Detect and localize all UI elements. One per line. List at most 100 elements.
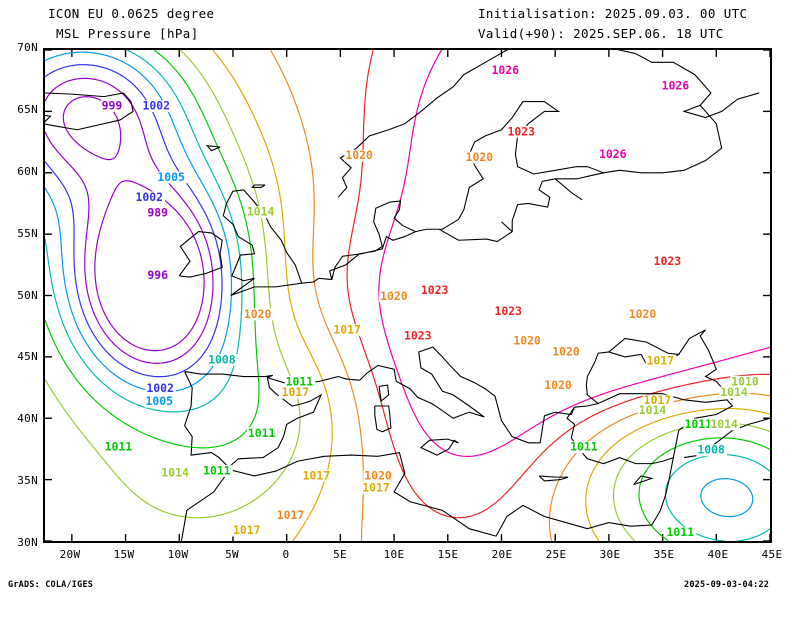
contour-label-backdrop (493, 305, 525, 318)
footer-timestamp: 2025-09-03-04:22 (684, 580, 770, 590)
contour-label: 996 (147, 268, 168, 282)
contour-label-backdrop (332, 324, 364, 337)
x-axis-tick: 15E (437, 548, 459, 561)
contour-label-backdrop (403, 330, 434, 343)
contour-label-backdrop (490, 64, 522, 77)
contour-label-backdrop (379, 290, 410, 303)
contour-label-backdrop (344, 149, 375, 162)
contour-label: 1014 (639, 403, 667, 417)
contour-label: 1020 (513, 334, 541, 348)
contour-label-backdrop (280, 386, 312, 399)
coastline (251, 184, 266, 189)
y-axis-tick: 70N (17, 41, 38, 54)
map-canvas: 999 1002100510029899961002100510081014101… (45, 50, 770, 541)
coastline (633, 475, 654, 486)
contour-label: 1014 (161, 466, 189, 480)
contour-line (700, 478, 754, 518)
contour-label: 1011 (667, 525, 695, 539)
contour-label-backdrop (719, 386, 750, 399)
x-axis-tick: 20W (59, 548, 81, 561)
contour-label: 1026 (662, 79, 690, 93)
coastline (374, 405, 392, 433)
contour-label: 1017 (333, 323, 361, 337)
contour-label: 1011 (203, 464, 231, 478)
contour-label-backdrop (141, 100, 173, 112)
contour-label: 1017 (362, 480, 390, 494)
coastline (180, 451, 674, 541)
contour-label: 1011 (248, 426, 276, 440)
contour-label: 1020 (552, 345, 580, 359)
coastline (585, 337, 681, 404)
contour-label: 1017 (277, 508, 305, 522)
coastline (678, 329, 733, 401)
contour-label: 1026 (492, 63, 520, 77)
contour-label: 1008 (697, 443, 725, 457)
x-axis-tick: 30E (599, 548, 621, 561)
contour-label: 1011 (105, 440, 133, 454)
contour-label-backdrop (645, 355, 677, 367)
contour-label: 1017 (303, 469, 331, 483)
coastline (205, 145, 221, 152)
coastline (419, 438, 459, 456)
contour-label-backdrop (709, 418, 740, 431)
contour-label-backdrop (202, 465, 233, 478)
contour-line (378, 50, 770, 457)
coastline (378, 384, 390, 403)
contour-line (212, 50, 333, 541)
contour-label-backdrop (665, 526, 697, 539)
y-axis-tick: 30N (17, 536, 38, 549)
contour-label-backdrop (419, 284, 451, 297)
contour-line (45, 50, 243, 413)
contour-label-backdrop (660, 80, 692, 93)
contour-label-backdrop (543, 379, 574, 392)
x-axis-tick: 15W (113, 548, 135, 561)
x-axis-tick: 45E (761, 548, 783, 561)
contour-label-backdrop (730, 375, 761, 388)
contour-value-labels: 999 1002100510029899961002100510081014101… (100, 63, 761, 539)
contour-label-backdrop (506, 125, 538, 138)
coastline (554, 178, 583, 201)
contour-label: 1010 (731, 374, 759, 388)
contour-label: 1023 (421, 283, 449, 297)
coastline (301, 200, 417, 284)
title-line-2: MSL Pressure [hPa] (56, 26, 199, 41)
contour-line (45, 50, 260, 449)
contour-label-backdrop (275, 509, 307, 522)
contour-label-backdrop (207, 354, 238, 366)
contour-label-backdrop (246, 427, 278, 440)
contour-label: 1020 (364, 469, 392, 483)
contour-label: 1017 (233, 523, 261, 537)
contour-line (638, 437, 770, 541)
contour-line (45, 51, 233, 393)
coastline (501, 221, 513, 233)
contour-label: 1026 (599, 147, 627, 161)
axis-tick-marks (45, 50, 770, 541)
contour-lines (45, 50, 770, 541)
contour-line (45, 77, 214, 364)
coastline (337, 50, 760, 198)
contour-label: 1020 (544, 378, 572, 392)
y-axis-tick: 35N (17, 474, 38, 488)
contour-label-backdrop (464, 151, 496, 164)
contour-label-backdrop (512, 335, 544, 348)
contour-line (269, 50, 365, 541)
contour-line (548, 392, 770, 541)
contour-label: 1023 (404, 329, 432, 343)
x-axis-tick: 35E (653, 548, 675, 561)
contour-label-backdrop (683, 418, 715, 431)
coastline (178, 231, 223, 278)
coastline (603, 104, 723, 174)
contour-label: 989 (147, 206, 168, 220)
contour-line (736, 528, 770, 541)
contour-label: 1017 (282, 385, 310, 399)
contour-label: 1008 (208, 352, 236, 366)
coastline (45, 92, 134, 131)
contour-label-backdrop (145, 382, 177, 395)
contour-label: 1020 (629, 307, 657, 321)
contour-label: 1014 (720, 385, 748, 399)
x-axis-tick: 5W (225, 548, 239, 561)
contour-label-backdrop (652, 255, 684, 268)
contour-label-backdrop (146, 207, 170, 220)
contour-label: 1017 (644, 393, 672, 407)
contour-label: 1002 (142, 99, 170, 113)
